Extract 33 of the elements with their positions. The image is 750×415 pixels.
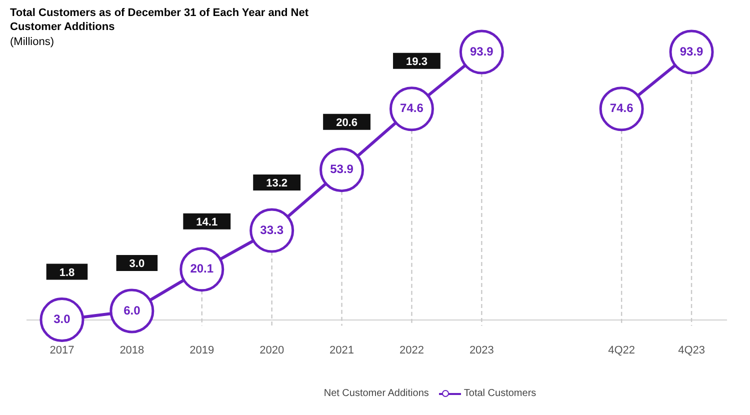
data-label: 3.0 (54, 312, 71, 326)
x-tick-label: 4Q23 (678, 344, 705, 356)
point (320, 148, 364, 192)
chart-title: Total Customers as of December 31 of Each Year and Net Customer Additions (10, 6, 310, 34)
x-tick-label: 2018 (120, 344, 144, 356)
x-tick-label: 2021 (330, 344, 354, 356)
annotation: 13.2 (266, 178, 288, 190)
x-tick-label: 2017 (50, 344, 74, 356)
point (389, 86, 434, 132)
annotation: 19.3 (406, 56, 428, 68)
annotation: 20.6 (336, 116, 358, 129)
legend-label: Total Customers (464, 388, 536, 399)
annotation: 14.1 (196, 216, 218, 228)
x-tick-label: 2023 (469, 344, 494, 356)
x-tick-label: 2019 (190, 344, 214, 356)
annotation: 1.8 (59, 266, 75, 279)
x-tick-label: 4Q22 (608, 344, 636, 356)
x-tick-label: 2020 (260, 344, 284, 356)
point (459, 30, 504, 74)
annotation: 3.0 (129, 258, 145, 270)
point (110, 288, 154, 334)
data-label: 93.9 (470, 44, 494, 58)
data-label: 74.6 (400, 101, 424, 116)
data-label: 53.9 (330, 162, 354, 176)
data-label: 74.6 (610, 101, 634, 116)
point (40, 298, 84, 342)
data-label: 33.3 (260, 222, 284, 237)
chart-subtitle: (Millions) (10, 36, 54, 48)
text: Net Customer Additions (324, 388, 429, 399)
x-tick-label: 2022 (399, 344, 424, 356)
data-label: 20.1 (190, 262, 214, 276)
data-label: 93.9 (680, 44, 704, 58)
data-label: 6.0 (124, 303, 141, 318)
